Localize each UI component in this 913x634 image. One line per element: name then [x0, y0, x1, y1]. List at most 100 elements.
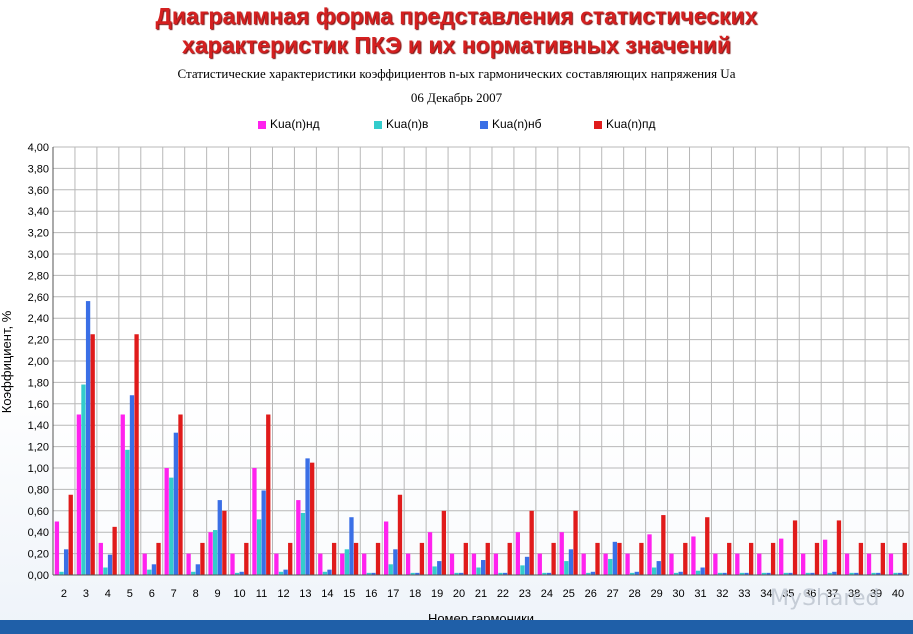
- bar-Kua(n)в-27: [608, 558, 613, 575]
- x-tick-label: 20: [453, 588, 465, 600]
- bar-Kua(n)нб-21: [481, 560, 486, 575]
- bar-Kua(n)в-26: [586, 572, 591, 575]
- legend-item-kua-v: Kua(n)в: [374, 117, 428, 131]
- chart-bars: [54, 301, 907, 575]
- bar-Kua(n)нб-11: [261, 490, 266, 575]
- bar-Kua(n)нд-28: [625, 553, 630, 575]
- bar-Kua(n)нд-17: [383, 521, 389, 575]
- bar-Kua(n)нб-10: [239, 571, 244, 575]
- bar-Kua(n)пд-33: [748, 542, 754, 575]
- bar-Kua(n)пд-9: [222, 510, 227, 575]
- bar-Kua(n)пд-12: [288, 542, 293, 575]
- bar-Kua(n)в-38: [849, 572, 854, 575]
- bar-Kua(n)в-31: [695, 570, 701, 575]
- x-tick-label: 12: [277, 588, 289, 600]
- bar-Kua(n)нб-4: [107, 554, 113, 575]
- legend-label: Kua(n)в: [386, 117, 429, 131]
- watermark-logo: MyShared: [770, 586, 880, 611]
- bar-Kua(n)нб-39: [876, 572, 881, 575]
- legend-label: Kua(n)нб: [492, 117, 542, 131]
- x-tick-label: 23: [519, 588, 531, 600]
- bar-Kua(n)нд-32: [713, 553, 718, 575]
- bar-Kua(n)нд-4: [98, 542, 103, 575]
- bar-Kua(n)нб-3: [85, 301, 91, 575]
- bar-Kua(n)нб-16: [371, 572, 376, 575]
- bar-Kua(n)нб-29: [656, 561, 661, 575]
- bar-Kua(n)нб-5: [129, 395, 135, 575]
- y-tick-label: 2,00: [28, 356, 49, 368]
- bar-Kua(n)нд-36: [801, 553, 806, 575]
- y-tick-label: 1,20: [28, 442, 49, 454]
- bar-Kua(n)нд-31: [691, 536, 696, 575]
- x-tick-label: 24: [541, 588, 553, 600]
- bar-Kua(n)нд-33: [735, 553, 740, 575]
- x-tick-label: 34: [760, 588, 772, 600]
- chart-grid: [52, 146, 910, 576]
- bar-Kua(n)нб-36: [810, 572, 815, 575]
- y-tick-label: 3,40: [28, 206, 49, 218]
- legend-label: Kua(n)нд: [270, 117, 320, 131]
- bar-Kua(n)пд-21: [485, 542, 490, 575]
- x-tick-label: 5: [127, 588, 133, 600]
- bar-Kua(n)нд-5: [120, 414, 125, 575]
- y-tick-label: 1,80: [28, 377, 49, 389]
- bar-Kua(n)в-34: [761, 572, 767, 575]
- bar-Kua(n)в-28: [630, 572, 635, 575]
- bar-Kua(n)пд-38: [858, 542, 864, 575]
- bar-Kua(n)пд-29: [661, 515, 666, 575]
- y-tick-label: 2,60: [28, 292, 49, 304]
- y-tick-label: 3,60: [28, 185, 49, 197]
- bar-Kua(n)нд-20: [449, 553, 455, 575]
- headline-line-2: характеристик ПКЭ и их нормативных значе…: [181, 32, 732, 58]
- bar-Kua(n)нд-22: [493, 553, 499, 575]
- x-tick-label: 35: [782, 588, 794, 600]
- y-tick-label: 3,00: [28, 249, 49, 261]
- bar-Kua(n)пд-30: [683, 542, 688, 575]
- bar-Kua(n)в-25: [564, 561, 569, 575]
- bar-Kua(n)в-7: [169, 477, 174, 575]
- bar-Kua(n)пд-11: [266, 414, 271, 575]
- bar-Kua(n)нб-23: [524, 556, 530, 575]
- bar-Kua(n)пд-39: [880, 542, 885, 575]
- bar-Kua(n)нб-12: [283, 569, 288, 575]
- bar-Kua(n)нб-37: [832, 571, 837, 575]
- x-tick-label: 30: [672, 588, 684, 600]
- x-tick-label: 16: [365, 588, 377, 600]
- chart-legend: Kua(n)нд Kua(n)в Kua(n)нб Kua(n)пд: [258, 117, 698, 133]
- bar-Kua(n)в-10: [234, 572, 240, 575]
- bar-Kua(n)нд-34: [757, 553, 762, 575]
- bar-Kua(n)пд-37: [836, 520, 842, 575]
- x-tick-label: 18: [409, 588, 421, 600]
- bar-Kua(n)нд-39: [866, 553, 872, 575]
- bar-Kua(n)в-32: [717, 572, 723, 575]
- bar-Kua(n)в-21: [476, 567, 481, 575]
- bar-Kua(n)пд-17: [397, 494, 403, 575]
- bar-Kua(n)пд-14: [331, 542, 337, 575]
- bar-Kua(n)нд-13: [296, 500, 301, 575]
- y-tick-label: 2,80: [28, 270, 49, 282]
- chart-title: Статистические характеристики коэффициен…: [177, 66, 736, 81]
- bar-Kua(n)пд-18: [419, 542, 425, 575]
- y-tick-label: 4,00: [28, 142, 49, 154]
- bar-Kua(n)пд-20: [463, 542, 468, 575]
- bar-Kua(n)нб-34: [766, 572, 771, 575]
- legend-label: Kua(n)пд: [606, 117, 656, 131]
- bar-Kua(n)в-2: [59, 571, 64, 575]
- bar-Kua(n)пд-2: [68, 494, 73, 575]
- bar-Kua(n)нд-9: [208, 532, 213, 575]
- bar-Kua(n)в-15: [344, 549, 350, 575]
- bar-Kua(n)нб-26: [590, 571, 596, 575]
- bar-Kua(n)пд-19: [441, 510, 447, 575]
- bar-Kua(n)нб-15: [349, 517, 354, 575]
- x-tick-label: 33: [738, 588, 750, 600]
- bar-Kua(n)нд-16: [362, 553, 367, 575]
- bar-Kua(n)пд-36: [814, 542, 820, 575]
- x-tick-label: 36: [804, 588, 816, 600]
- bar-Kua(n)нб-33: [744, 572, 749, 575]
- bar-Kua(n)пд-24: [551, 542, 556, 575]
- bar-Kua(n)нб-7: [173, 432, 179, 575]
- bar-Kua(n)нд-37: [822, 539, 828, 575]
- bar-Kua(n)пд-25: [573, 510, 578, 575]
- bar-Kua(n)пд-8: [200, 542, 205, 575]
